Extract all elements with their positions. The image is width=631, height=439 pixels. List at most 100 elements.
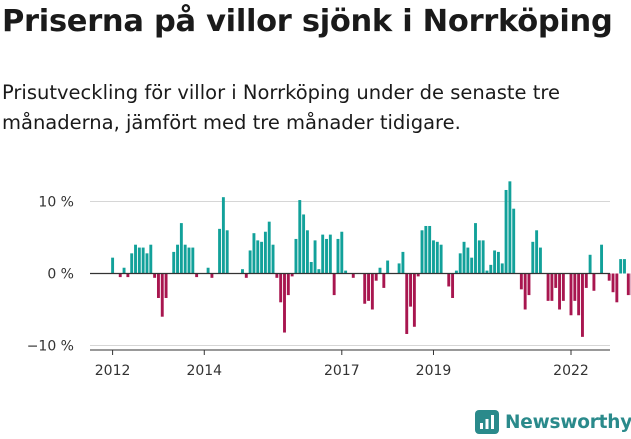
bar (286, 273, 290, 296)
bar (275, 273, 279, 278)
bar (477, 240, 481, 274)
bar (519, 273, 523, 290)
bar (386, 260, 390, 274)
bar (550, 273, 554, 301)
bar (611, 273, 615, 293)
bars (111, 181, 631, 337)
bar (588, 254, 592, 274)
bar (141, 247, 145, 274)
bar (474, 223, 477, 274)
bar (248, 250, 252, 274)
bar (412, 273, 416, 327)
y-tick-label: 10 % (38, 195, 74, 211)
bar (244, 273, 248, 278)
bar (325, 238, 328, 274)
bar (409, 273, 413, 307)
bar (535, 230, 539, 274)
bar (283, 273, 286, 333)
bar (351, 273, 355, 278)
bar (126, 273, 130, 278)
bar (298, 200, 302, 274)
bar (623, 259, 626, 274)
bar (279, 273, 283, 303)
bar (118, 273, 122, 278)
x-tick-label: 2014 (186, 363, 222, 379)
bar (195, 273, 199, 278)
bar (221, 197, 225, 274)
bar (470, 257, 474, 274)
bar (462, 241, 466, 274)
bar (378, 267, 382, 274)
bar (493, 250, 497, 274)
bar (458, 253, 462, 274)
bar (313, 240, 317, 274)
bar (130, 253, 134, 274)
bar (592, 273, 596, 291)
bar (607, 273, 611, 281)
bar (424, 225, 428, 274)
bar (332, 273, 336, 296)
chart-title: Priserna på villor sjönk i Norrköping (2, 4, 613, 39)
labels: 10 %0 %−10 %201220142017201920222024−2 % (27, 195, 589, 380)
bar (145, 253, 149, 274)
bar (271, 244, 275, 274)
bar (363, 273, 367, 304)
bar (111, 257, 115, 274)
bar (523, 273, 527, 310)
bar (600, 244, 604, 274)
bar (584, 273, 588, 288)
bar (531, 241, 535, 274)
bar (294, 238, 298, 274)
bar (267, 221, 271, 274)
bar (496, 251, 500, 274)
bar (367, 273, 370, 301)
bar (172, 251, 176, 274)
bar (225, 230, 229, 274)
bar (615, 273, 619, 303)
bar (538, 247, 542, 274)
bar (454, 270, 458, 274)
bar (619, 259, 623, 274)
bar (527, 273, 531, 296)
bar (569, 273, 573, 316)
bar (500, 263, 504, 274)
bar (210, 273, 214, 278)
bar (481, 240, 485, 274)
bar (260, 241, 264, 274)
bar (374, 273, 378, 281)
chart-subtitle: Prisutveckling för villor i Norrköping u… (2, 81, 560, 134)
bar (340, 231, 344, 274)
bar (252, 233, 256, 274)
bar (263, 231, 267, 274)
bar (164, 273, 168, 298)
bar (435, 241, 439, 274)
bar (179, 223, 183, 274)
bar (504, 189, 508, 274)
bar (160, 273, 164, 317)
bar (134, 244, 137, 274)
bar (447, 273, 451, 287)
bar (218, 228, 222, 274)
bar (405, 273, 409, 334)
bar (382, 273, 386, 288)
x-tick-label: 2022 (553, 363, 589, 379)
bar (309, 261, 313, 274)
bar (420, 230, 424, 274)
bar (558, 273, 561, 310)
bar (512, 208, 516, 274)
bar (206, 267, 210, 274)
x-axis (90, 272, 610, 355)
bar (137, 247, 141, 274)
bar (149, 244, 153, 274)
bar (122, 267, 126, 274)
bar (187, 247, 191, 274)
bar (156, 273, 160, 298)
bar (581, 273, 584, 337)
bar (241, 269, 244, 274)
bar (577, 273, 581, 316)
bar (489, 264, 493, 274)
bar (290, 273, 294, 277)
bar (302, 214, 306, 274)
brand-name: Newsworthy (505, 411, 631, 433)
bar (191, 247, 195, 274)
